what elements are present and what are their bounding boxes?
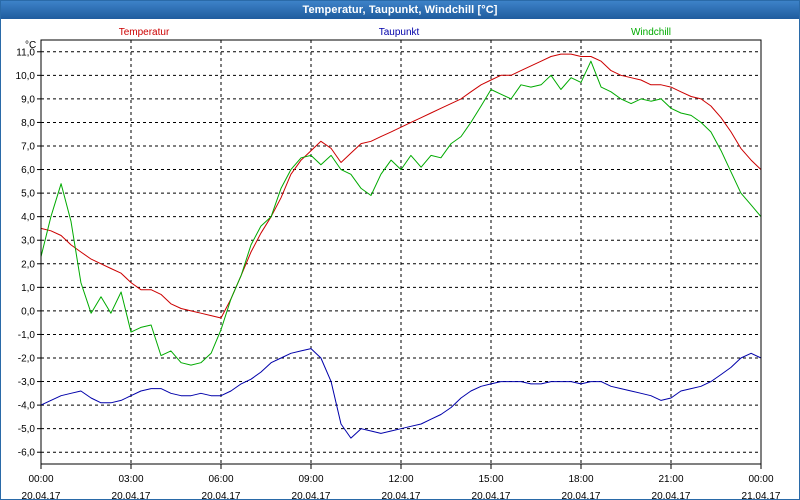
xtick-date-label: 20.04.17 <box>382 491 421 499</box>
legend-entry-taupunkt: Taupunkt <box>379 27 420 38</box>
ytick-label: -2,0 <box>18 354 36 365</box>
ytick-label: -5,0 <box>18 424 36 435</box>
plot-frame <box>40 39 762 465</box>
xtick-time-label: 18:00 <box>568 474 593 485</box>
ytick-label: 11,0 <box>16 47 35 58</box>
xtick-date-label: 20.04.17 <box>562 491 601 499</box>
xtick-time-label: 03:00 <box>118 474 143 485</box>
series-line-taupunkt <box>40 348 762 439</box>
ytick-label: 1,0 <box>21 283 35 294</box>
ytick-label: 5,0 <box>21 189 35 200</box>
xtick-time-label: 06:00 <box>208 474 233 485</box>
ytick-label: 0,0 <box>21 306 35 317</box>
xtick-time-label: 12:00 <box>388 474 413 485</box>
ytick-label: 10,0 <box>16 71 36 82</box>
ytick-label: 6,0 <box>21 165 35 176</box>
series-layer <box>40 53 762 439</box>
ytick-label: -6,0 <box>18 448 36 459</box>
xtick-date-label: 20.04.17 <box>472 491 511 499</box>
grid <box>41 40 761 464</box>
legend-entry-temperatur: Temperatur <box>119 27 170 38</box>
legend: Temperatur Taupunkt Windchill <box>119 27 671 38</box>
ytick-label: 2,0 <box>21 259 35 270</box>
ytick-label: 7,0 <box>21 142 35 153</box>
xtick-time-label: 21:00 <box>658 474 683 485</box>
xtick-time-label: 09:00 <box>298 474 323 485</box>
ytick-label: 9,0 <box>21 94 35 105</box>
y-axis-unit-label: °C <box>25 40 36 51</box>
ytick-label: -4,0 <box>18 401 36 412</box>
xtick-date-label: 21.04.17 <box>742 491 781 499</box>
xtick-date-label: 20.04.17 <box>202 491 241 499</box>
axes: -6,0 -5,0 -4,0 -3,0 -2,0 -1,0 0,0 1,0 2,0 3,0 4,0 5… <box>16 39 781 499</box>
ytick-label: 3,0 <box>21 236 35 247</box>
ytick-label: -1,0 <box>18 330 36 341</box>
ytick-label: 8,0 <box>21 118 35 129</box>
window-title: Temperatur, Taupunkt, Windchill [°C] <box>1 1 799 19</box>
xtick-time-label: 15:00 <box>478 474 503 485</box>
xtick-date-label: 20.04.17 <box>652 491 691 499</box>
xtick-date-label: 20.04.17 <box>112 491 151 499</box>
xtick-time-label: 00:00 <box>28 474 53 485</box>
series-line-temperatur <box>40 53 762 319</box>
ytick-label: -3,0 <box>18 377 36 388</box>
series-line-windchill <box>40 60 762 366</box>
xtick-time-label: 00:00 <box>748 474 773 485</box>
xtick-date-label: 20.04.17 <box>292 491 331 499</box>
ytick-label: 4,0 <box>21 212 35 223</box>
legend-entry-windchill: Windchill <box>631 27 671 38</box>
chart-canvas: -6,0 -5,0 -4,0 -3,0 -2,0 -1,0 0,0 1,0 2,0 3,0 4,0 5… <box>16 27 781 499</box>
xtick-date-label: 20.04.17 <box>22 491 61 499</box>
